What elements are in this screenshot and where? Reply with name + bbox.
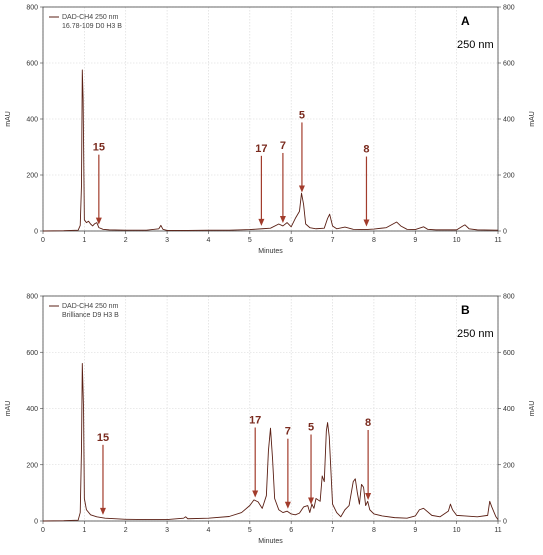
annotation-label: 5: [299, 109, 305, 121]
peak-annotation-7: 7: [280, 140, 286, 223]
annotation-label: 7: [285, 426, 291, 438]
y-axis-label-left: mAU: [5, 111, 12, 127]
x-tick-label: 0: [41, 237, 45, 244]
x-tick-label: 2: [124, 527, 128, 534]
annotation-label: 7: [280, 140, 286, 152]
x-axis-label: Minutes: [258, 538, 283, 545]
y-tick-label-right: 600: [503, 350, 515, 357]
annotation-arrow-head: [279, 215, 286, 223]
y-tick-label-right: 0: [503, 229, 507, 236]
x-tick-label: 7: [331, 527, 335, 534]
legend-entry-sample: Brilliance D9 H3 B: [62, 312, 119, 319]
y-tick-label-right: 200: [503, 173, 515, 180]
x-tick-label: 4: [207, 527, 211, 534]
y-axis-label-right: mAU: [529, 401, 536, 417]
x-tick-label: 9: [413, 527, 417, 534]
plot-frame: [42, 295, 499, 522]
peak-annotation-8: 8: [363, 144, 370, 227]
x-tick-label: 10: [453, 237, 461, 244]
y-tick-label-right: 400: [503, 117, 515, 124]
annotation-arrow-head: [284, 501, 291, 509]
panel-letter: B: [461, 303, 470, 317]
peak-annotation-17: 17: [255, 143, 268, 226]
y-tick-label-right: 800: [503, 294, 515, 301]
y-tick-label-right: 400: [503, 406, 515, 413]
peak-annotation-15: 15: [93, 142, 105, 225]
y-tick-label-left: 600: [26, 350, 38, 357]
annotation-label: 8: [363, 144, 369, 156]
panel-letter: A: [461, 14, 470, 28]
y-tick-label-left: 200: [26, 173, 38, 180]
wavelength-label: 250 nm: [457, 39, 494, 51]
annotation-label: 5: [308, 422, 314, 434]
y-tick-label-left: 800: [26, 294, 38, 301]
annotation-label: 8: [365, 417, 371, 429]
annotation-arrow-head: [99, 507, 106, 515]
peak-annotation-5: 5: [298, 109, 305, 193]
y-tick-label-left: 400: [26, 117, 38, 124]
x-tick-label: 9: [413, 237, 417, 244]
legend-entry-detector: DAD-CH4 250 nm: [62, 303, 119, 310]
annotation-arrow-head: [308, 497, 315, 505]
annotation-label: 15: [93, 142, 105, 154]
series-trace-0: [42, 363, 499, 522]
y-tick-label-left: 200: [26, 462, 38, 469]
y-tick-label-left: 400: [26, 406, 38, 413]
y-tick-label-right: 600: [503, 61, 515, 68]
x-axis-label: Minutes: [258, 248, 283, 255]
x-tick-label: 5: [248, 237, 252, 244]
x-tick-label: 7: [331, 237, 335, 244]
x-tick-label: 11: [494, 237, 501, 244]
y-tick-label-right: 800: [503, 5, 515, 12]
x-tick-label: 1: [82, 527, 86, 534]
x-tick-label: 6: [289, 527, 293, 534]
y-tick-label-left: 0: [34, 229, 38, 236]
x-tick-label: 8: [372, 527, 376, 534]
x-tick-label: 8: [372, 237, 376, 244]
y-tick-label-right: 0: [503, 519, 507, 526]
annotation-arrow-head: [258, 218, 265, 226]
peak-annotation-15: 15: [97, 432, 109, 515]
y-tick-label-left: 0: [34, 519, 38, 526]
x-tick-label: 6: [289, 237, 293, 244]
y-tick-label-left: 600: [26, 61, 38, 68]
peak-annotation-17: 17: [249, 414, 261, 498]
peak-annotation-5: 5: [308, 422, 314, 505]
x-tick-label: 3: [165, 237, 169, 244]
annotation-label: 15: [97, 432, 109, 444]
y-tick-label-right: 200: [503, 462, 515, 469]
legend-entry-detector: DAD-CH4 250 nm: [62, 14, 119, 21]
annotation-arrow-head: [95, 217, 102, 225]
x-tick-label: 4: [207, 237, 211, 244]
y-axis-label-right: mAU: [529, 111, 536, 127]
x-tick-label: 2: [124, 237, 128, 244]
y-tick-label-left: 800: [26, 5, 38, 12]
annotation-label: 17: [249, 414, 261, 426]
series-trace-0: [42, 69, 499, 232]
annotation-arrow-head: [365, 493, 372, 500]
y-axis-label-left: mAU: [5, 401, 12, 417]
x-tick-label: 0: [41, 527, 45, 534]
annotation-arrow-head: [363, 219, 370, 227]
peak-annotation-8: 8: [365, 417, 371, 500]
plot-frame: [42, 6, 499, 232]
x-tick-label: 3: [165, 527, 169, 534]
x-tick-label: 1: [82, 237, 86, 244]
annotation-arrow-head: [298, 185, 305, 193]
x-tick-label: 5: [248, 527, 252, 534]
legend-entry-sample: 16.78-109 D0 H3 B: [62, 23, 122, 30]
wavelength-label: 250 nm: [457, 328, 494, 340]
peak-annotation-7: 7: [285, 426, 291, 509]
annotation-label: 17: [255, 143, 267, 155]
x-tick-label: 11: [494, 527, 501, 534]
x-tick-label: 10: [453, 527, 461, 534]
annotation-arrow-head: [252, 490, 259, 498]
